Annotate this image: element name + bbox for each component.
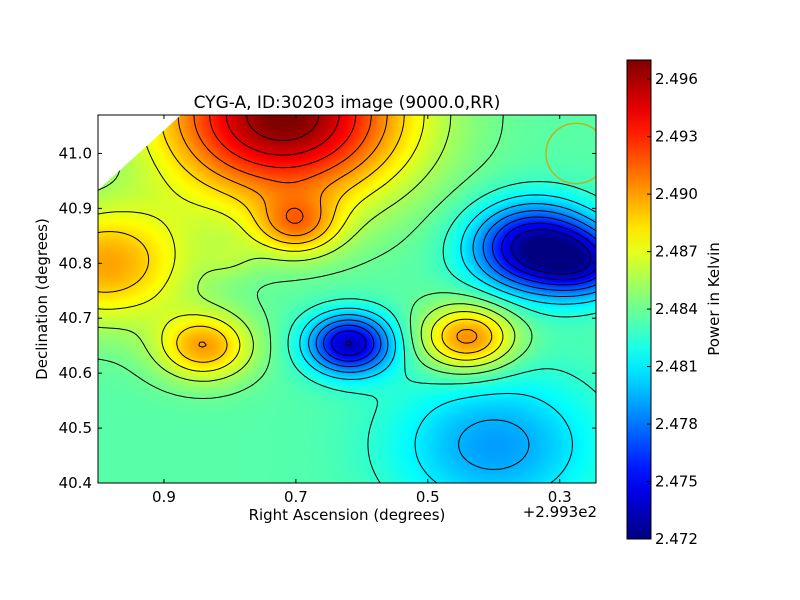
contour-line	[345, 229, 592, 346]
x-axis-label: Right Ascension (degrees)	[249, 506, 446, 524]
y-axis-label: Declination (degrees)	[33, 218, 51, 380]
y-tick-label: 40.4	[59, 474, 92, 492]
colorbar-tick-label: 2.478	[655, 415, 698, 433]
contour-line	[287, 181, 596, 483]
x-axis: 0.9 0.7 0.5 0.3	[152, 115, 572, 506]
contour-line	[246, 115, 320, 141]
colorbar-tick-label: 2.493	[655, 128, 698, 146]
y-tick-label: 40.7	[59, 309, 92, 327]
contour-line	[315, 210, 596, 368]
contour-line	[225, 115, 340, 156]
x-tick-label: 0.3	[548, 488, 572, 506]
plot-area	[98, 115, 596, 483]
x-offset-label: +2.993e2	[523, 503, 597, 521]
colorbar-tick-label: 2.475	[655, 473, 698, 491]
colorbar-tick-label: 2.496	[655, 70, 698, 88]
y-tick-label: 40.9	[59, 199, 92, 217]
x-tick-label: 0.7	[284, 488, 308, 506]
contour-line	[209, 115, 357, 169]
y-axis: 40.4 40.5 40.6 40.7 40.8 40.9 41.0	[59, 144, 596, 492]
y-tick-label: 40.5	[59, 419, 92, 437]
colorbar-tick-label: 2.481	[655, 358, 698, 376]
contour-line	[299, 194, 596, 483]
contour-line	[331, 222, 596, 356]
colorbar-tick-label: 2.487	[655, 243, 698, 261]
contour-lines	[98, 115, 596, 483]
contour-line	[193, 115, 372, 224]
plot-frame	[97, 114, 597, 484]
x-tick-label: 0.9	[152, 488, 176, 506]
beam-circle	[545, 122, 596, 185]
colorbar-ticks: 2.472 2.475 2.478 2.481 2.484 2.487 2.490 2.493…	[647, 70, 698, 548]
colorbar-tick-label: 2.490	[655, 185, 698, 203]
y-tick-label: 41.0	[59, 144, 92, 162]
contour-line	[98, 115, 533, 399]
contour-line	[323, 216, 596, 362]
x-tick-label: 0.5	[416, 488, 440, 506]
colorbar-tick-label: 2.484	[655, 300, 698, 318]
colorbar-gradient	[626, 59, 652, 540]
contour-line	[308, 203, 596, 470]
y-tick-label: 40.6	[59, 364, 92, 382]
colorbar-tick-label: 2.472	[655, 530, 698, 548]
y-tick-label: 40.8	[59, 254, 92, 272]
colorbar: 2.472 2.475 2.478 2.481 2.484 2.487 2.490 2.493…	[626, 59, 723, 548]
colorbar-label: Power in Kelvin	[705, 242, 723, 356]
chart-title: CYG-A, ID:30203 image (9000.0,RR)	[194, 93, 501, 113]
